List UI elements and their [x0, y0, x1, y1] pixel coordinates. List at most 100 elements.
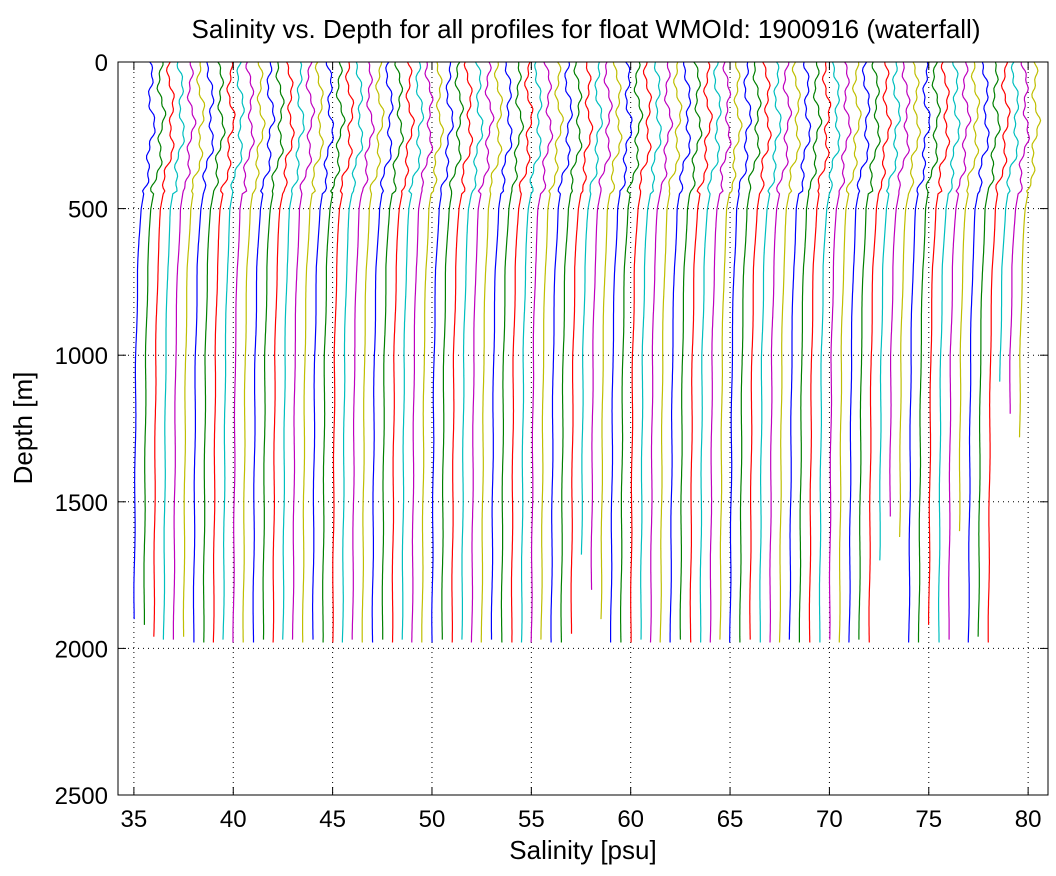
profile-line: [967, 61, 990, 643]
profile-line: [162, 61, 185, 640]
profile-line: [1018, 61, 1042, 438]
profile-line: [172, 61, 197, 640]
plot-frame: [117, 61, 1049, 796]
profile-line: [848, 61, 871, 643]
profile-line: [649, 61, 674, 643]
profile-line: [948, 61, 972, 640]
profile-line: [798, 61, 823, 643]
x-tick-label: 35: [121, 806, 148, 833]
profile-line: [192, 61, 215, 643]
profile-line: [679, 61, 703, 640]
profile-line: [889, 61, 911, 517]
profile-line: [441, 61, 465, 640]
profile-line: [808, 61, 832, 643]
profile-line: [461, 61, 484, 640]
profile-line: [987, 61, 1011, 643]
profile-line: [391, 61, 416, 643]
profile-line: [500, 62, 525, 643]
profile-line: [769, 61, 793, 643]
x-tick-labels: 35 40 45 50 55 60 65 70 75 80: [121, 806, 1042, 833]
profile-line: [709, 61, 732, 643]
profile-line: [421, 61, 445, 643]
profile-line: [361, 61, 385, 643]
profile-line: [858, 61, 881, 640]
profile-line: [322, 61, 346, 643]
profile-line: [868, 61, 892, 643]
x-tick-label: 65: [717, 806, 744, 833]
y-tick-label: 500: [68, 197, 108, 224]
x-tick-label: 40: [220, 806, 247, 833]
profile-line: [351, 61, 375, 640]
profile-line: [302, 61, 324, 643]
profile-line: [291, 61, 316, 640]
profile-line: [927, 61, 951, 625]
profile-line: [828, 61, 852, 640]
profile-line: [590, 61, 613, 590]
y-tick-label: 1500: [55, 490, 108, 517]
profile-line: [580, 61, 604, 555]
profile-line: [232, 61, 255, 643]
profile-line: [630, 61, 653, 643]
profile-line: [937, 61, 961, 643]
profile-line: [341, 61, 364, 643]
profile-line: [550, 61, 574, 643]
y-tick-label: 1000: [55, 343, 108, 370]
profile-line: [480, 61, 504, 643]
x-tick-label: 50: [419, 806, 446, 833]
profile-line: [729, 61, 753, 643]
profile-line: [600, 61, 623, 620]
y-tick-label: 2500: [55, 783, 108, 810]
profile-line: [510, 61, 534, 643]
profile-line: [332, 61, 355, 643]
x-axis-label: Salinity [psu]: [509, 835, 656, 865]
profile-line: [431, 61, 454, 643]
profile-line: [182, 61, 206, 637]
profile-line: [788, 61, 812, 640]
profile-line: [272, 61, 295, 643]
profile-line: [1009, 61, 1031, 414]
profile-line: [222, 61, 245, 640]
profile-line: [669, 61, 692, 643]
profile-line: [917, 61, 941, 643]
chart-title: Salinity vs. Depth for all profiles for …: [192, 14, 981, 44]
profile-line: [699, 61, 722, 643]
profile-line: [153, 61, 175, 637]
profile-line: [262, 61, 285, 640]
profile-line: [242, 61, 266, 643]
profile-line: [490, 61, 513, 640]
profile-line: [749, 61, 772, 640]
profile-line: [958, 61, 981, 532]
profiles: [133, 61, 1042, 643]
x-tick-label: 75: [915, 806, 942, 833]
profile-line: [659, 61, 683, 643]
y-tick-label: 0: [95, 50, 108, 77]
profile-line: [739, 61, 762, 643]
profile-line: [371, 61, 394, 643]
x-tick-label: 70: [816, 806, 843, 833]
profile-line: [977, 61, 1001, 637]
profile-line: [470, 61, 495, 643]
profile-line: [252, 61, 276, 643]
profile-line: [640, 61, 662, 640]
profile-line: [560, 61, 583, 643]
profile-line: [759, 61, 782, 643]
y-tick-labels: 0 500 1000 1500 2000 2500: [55, 50, 108, 810]
profile-line: [202, 61, 226, 643]
y-axis-label: Depth [m]: [8, 372, 38, 485]
x-tick-label: 45: [319, 806, 346, 833]
x-tick-label: 60: [617, 806, 644, 833]
profile-line: [540, 61, 564, 640]
profile-line: [899, 61, 922, 538]
profile-line: [838, 61, 862, 643]
profile-line: [212, 61, 236, 643]
profile-line: [530, 61, 554, 643]
profile-line: [609, 61, 633, 643]
profile-line: [282, 61, 305, 640]
profile-line: [570, 61, 594, 634]
axis-ticks: [118, 61, 1048, 796]
x-tick-label: 80: [1015, 806, 1042, 833]
profile-line: [143, 62, 167, 625]
profile-line: [451, 61, 474, 643]
